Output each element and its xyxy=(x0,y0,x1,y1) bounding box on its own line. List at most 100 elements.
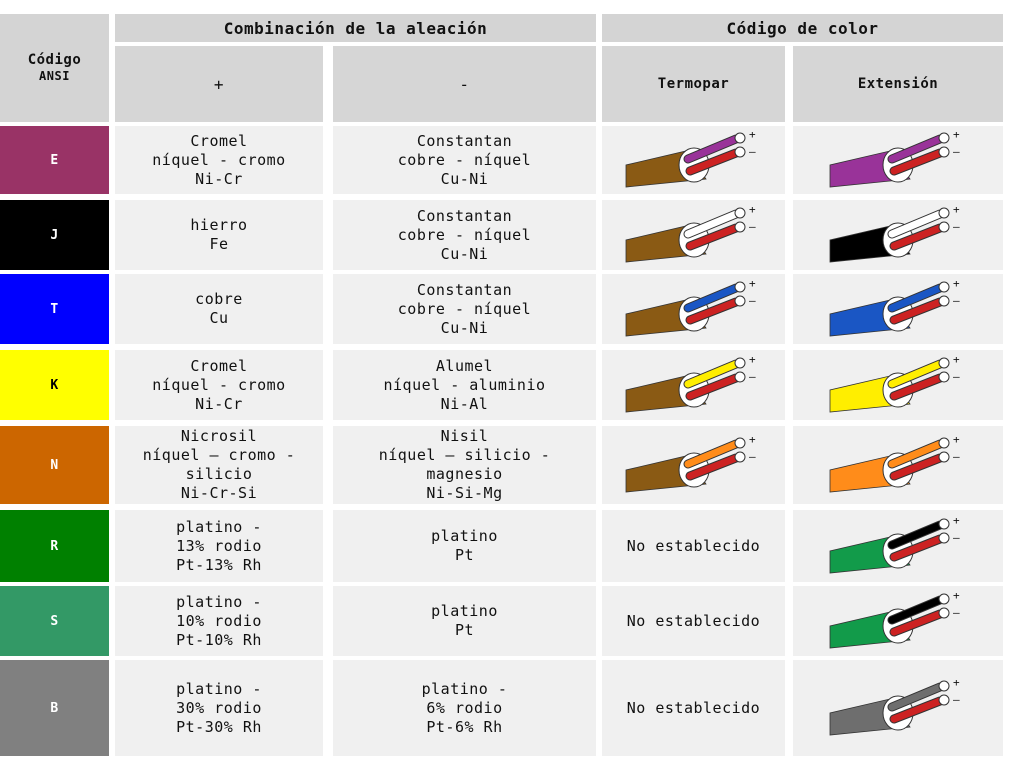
plus-sign: + xyxy=(749,434,756,446)
negative-alloy-cell: Alumel níquel - aluminio Ni-Al xyxy=(333,350,596,420)
plus-label: + xyxy=(213,74,225,94)
minus-wire-tip xyxy=(734,295,745,307)
negative-alloy-cell: platino -6% rodio Pt-6% Rh xyxy=(333,660,596,756)
negative-alloy-text-line: Cu-Ni xyxy=(440,169,489,188)
negative-alloy-text-line: platino xyxy=(431,527,498,545)
minus-sign: – xyxy=(749,294,756,307)
ansi-header-sub: ANSI xyxy=(39,69,70,83)
extension-wire-icon: +– xyxy=(829,590,960,649)
ansi-code-label: S xyxy=(50,613,59,629)
minus-wire xyxy=(686,149,739,175)
positive-alloy-text: Cromel níquel - cromo Ni-Cr xyxy=(152,132,285,189)
negative-alloy-text-line: Nisil xyxy=(440,427,489,445)
positive-alloy-text-line: cobre xyxy=(195,290,243,308)
thermocouple-wire-icon: +– xyxy=(625,204,756,263)
negative-alloy-text: platino -6% rodio Pt-6% Rh xyxy=(422,680,508,737)
plus-wire-tip xyxy=(734,281,745,293)
positive-alloy-text-line: Ni-Cr xyxy=(195,169,243,188)
thermocouple-column-header: Termopar xyxy=(602,46,785,122)
negative-alloy-text-line: Constantan xyxy=(416,206,513,225)
negative-alloy-text-line: Pt xyxy=(454,621,475,639)
minus-wire xyxy=(890,149,944,175)
plus-wire-tip xyxy=(938,281,950,293)
positive-alloy-text: hierro Fe xyxy=(190,216,247,254)
positive-alloy-text: Cromel níquel - cromo Ni-Cr xyxy=(152,357,285,414)
plus-sign: + xyxy=(749,354,756,366)
positive-alloy-cell: platino -10% rodio Pt-10% Rh xyxy=(115,586,323,656)
minus-label: - xyxy=(459,74,470,94)
plus-wire xyxy=(684,135,739,163)
plus-sign: + xyxy=(749,278,756,290)
minus-sign: – xyxy=(953,606,960,619)
minus-wire xyxy=(890,224,944,250)
minus-wire-tip xyxy=(938,694,950,706)
minus-wire xyxy=(890,298,944,324)
positive-alloy-cell: Cromel níquel - cromo Ni-Cr xyxy=(115,126,323,194)
thermocouple-wire-icon: +– xyxy=(625,129,755,188)
negative-alloy-text: Constantan cobre - níquel Cu-Ni xyxy=(398,132,531,189)
positive-alloy-text-line: platino - xyxy=(176,592,262,611)
minus-wire xyxy=(890,454,944,480)
positive-alloy-cell: cobre Cu xyxy=(115,274,323,344)
negative-alloy-text: Constantan cobre - níquel Cu-Ni xyxy=(398,281,531,338)
extension-column-header: Extensión xyxy=(793,46,1003,122)
ansi-code-label: E xyxy=(50,152,59,168)
minus-sign: – xyxy=(953,294,960,307)
plus-sign: + xyxy=(953,677,960,689)
positive-alloy-text-line: 30% rodio xyxy=(176,698,262,717)
ansi-code-cell: J xyxy=(0,200,109,270)
extension-color-cell: + – xyxy=(793,426,1003,504)
minus-sign: – xyxy=(953,531,960,544)
negative-alloy-text-line: Cu-Ni xyxy=(440,244,489,263)
extension-color-cell: + – xyxy=(793,126,1003,194)
ansi-header-title: Código xyxy=(27,52,82,68)
positive-alloy-text-line: 10% rodio xyxy=(176,611,262,630)
extension-color-cell: + – xyxy=(793,200,1003,270)
plus-wire xyxy=(888,440,944,468)
negative-alloy-text-line: Ni-Si-Mg xyxy=(426,484,503,502)
minus-wire-tip xyxy=(938,221,950,233)
plus-wire-tip xyxy=(938,593,950,605)
minus-sign: – xyxy=(749,220,756,233)
plus-wire-tip xyxy=(938,518,950,530)
negative-alloy-cell: Constantan cobre - níquel Cu-Ni xyxy=(333,274,596,344)
negative-alloy-cell: platino Pt xyxy=(333,510,596,582)
ansi-code-label: B xyxy=(50,700,59,716)
negative-alloy-cell: Constantan cobre - níquel Cu-Ni xyxy=(333,200,596,270)
negative-alloy-text-line: Constantan xyxy=(416,131,513,150)
negative-alloy-text: Constantan cobre - níquel Cu-Ni xyxy=(398,207,531,264)
ansi-code-cell: R xyxy=(0,510,109,582)
alloy-combination-header: Combinación de la aleación xyxy=(115,14,596,42)
minus-wire xyxy=(890,697,944,723)
plus-sign: + xyxy=(953,204,960,216)
extension-color-cell: + – xyxy=(793,510,1003,582)
negative-alloy-text-line: cobre - níquel xyxy=(397,150,532,169)
positive-alloy-text-line: platino - xyxy=(176,517,262,536)
not-established-text: No establecido xyxy=(626,536,761,555)
negative-alloy-cell: Nisil níquel – silicio - magnesio Ni-Si-Mg xyxy=(333,426,596,504)
ansi-code-label: N xyxy=(50,457,59,473)
positive-alloy-text-line: hierro xyxy=(190,216,248,234)
plus-wire-tip xyxy=(938,132,950,144)
plus-wire-tip xyxy=(734,132,745,144)
positive-alloy-text-line: Pt-10% Rh xyxy=(176,630,262,649)
positive-alloy-text-line: 13% rodio xyxy=(176,536,262,555)
extension-wire-icon: +– xyxy=(829,204,960,263)
plus-sign: + xyxy=(953,278,960,290)
positive-alloy-cell: platino -13% rodio Pt-13% Rh xyxy=(115,510,323,582)
minus-wire-tip xyxy=(734,371,745,383)
positive-alloy-text: platino -30% rodio Pt-30% Rh xyxy=(176,680,262,737)
thermocouple-color-cell: + – xyxy=(602,200,785,270)
ansi-code-label: K xyxy=(50,377,59,393)
minus-wire xyxy=(686,298,739,324)
positive-alloy-cell: Cromel níquel - cromo Ni-Cr xyxy=(115,350,323,420)
thermocouple-color-cell: + – xyxy=(602,274,785,344)
plus-wire-tip xyxy=(938,357,950,369)
thermocouple-color-cell: + – xyxy=(602,126,785,194)
thermocouple-wire-icon: +– xyxy=(625,434,756,493)
negative-alloy-text-line: 6% rodio xyxy=(426,698,503,717)
plus-sign: + xyxy=(953,590,960,602)
plus-wire-tip xyxy=(734,357,745,369)
positive-alloy-text-line: Pt-30% Rh xyxy=(176,717,262,736)
plus-wire xyxy=(684,284,739,312)
